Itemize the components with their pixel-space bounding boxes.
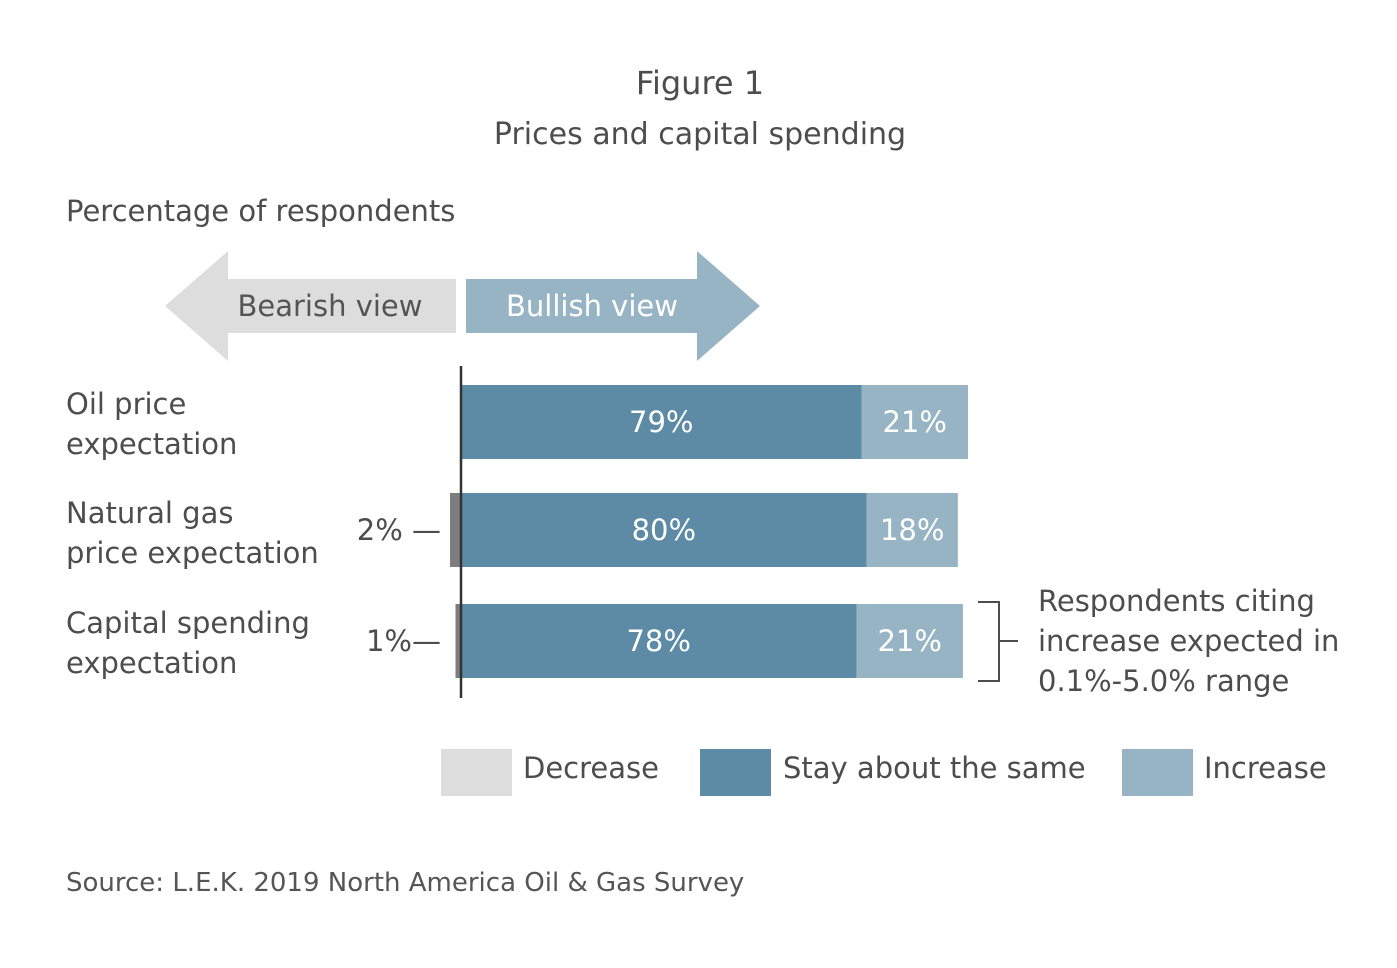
- data-label-stay-about-the-same-1: 79%: [629, 405, 693, 439]
- chart-title: Figure 1: [636, 64, 764, 102]
- legend-label-decrease: Decrease: [523, 751, 659, 785]
- data-label-increase-3: 21%: [877, 624, 941, 658]
- category-label-1-line-2: expectation: [66, 427, 237, 461]
- bars-group: Oil price expectation 79% 21% Natural gas pri…: [66, 385, 968, 680]
- bearish-view-label: Bearish view: [238, 289, 423, 323]
- data-label-decrease-3: 1%—: [366, 624, 441, 658]
- bar-decrease-2: [450, 493, 461, 567]
- data-label-decrease-2: 2% —: [357, 513, 441, 547]
- data-label-increase-2: 18%: [880, 513, 944, 547]
- legend-label-increase: Increase: [1204, 751, 1327, 785]
- bullish-view-label: Bullish view: [506, 289, 678, 323]
- annotation-line-2: increase expected in: [1038, 624, 1339, 658]
- data-label-stay-about-the-same-3: 78%: [626, 624, 690, 658]
- bar-decrease-3: [455, 604, 461, 678]
- bullish-arrow-icon: [466, 251, 760, 361]
- category-label-3-line-1: Capital spending: [66, 606, 310, 640]
- bar-stay-about-the-same-3: [461, 604, 857, 678]
- bar-increase-2: [866, 493, 958, 567]
- bar-increase-1: [861, 385, 968, 459]
- category-label-2-line-1: Natural gas: [66, 496, 233, 530]
- bar-increase-3: [856, 604, 963, 678]
- legend-swatch-stay: [700, 749, 771, 796]
- category-label-3-line-2: expectation: [66, 646, 237, 680]
- category-label-1-line-1: Oil price: [66, 387, 186, 421]
- data-label-stay-about-the-same-2: 80%: [632, 513, 696, 547]
- y-axis-label: Percentage of respondents: [66, 194, 455, 228]
- bar-stay-about-the-same-2: [461, 493, 867, 567]
- source-note: Source: L.E.K. 2019 North America Oil & …: [66, 868, 744, 898]
- annotation-line-1: Respondents citing: [1038, 584, 1315, 618]
- legend-swatch-increase: [1122, 749, 1193, 796]
- category-label-2-line-2: price expectation: [66, 536, 319, 570]
- bar-stay-about-the-same-1: [461, 385, 862, 459]
- chart-subtitle: Prices and capital spending: [494, 117, 906, 152]
- bearish-arrow-icon: [165, 251, 456, 361]
- data-label-increase-1: 21%: [883, 405, 947, 439]
- legend-swatch-decrease: [441, 749, 512, 796]
- legend-label-stay: Stay about the same: [783, 751, 1086, 785]
- annotation-bracket: [978, 601, 1018, 682]
- annotation-line-3: 0.1%-5.0% range: [1038, 664, 1289, 698]
